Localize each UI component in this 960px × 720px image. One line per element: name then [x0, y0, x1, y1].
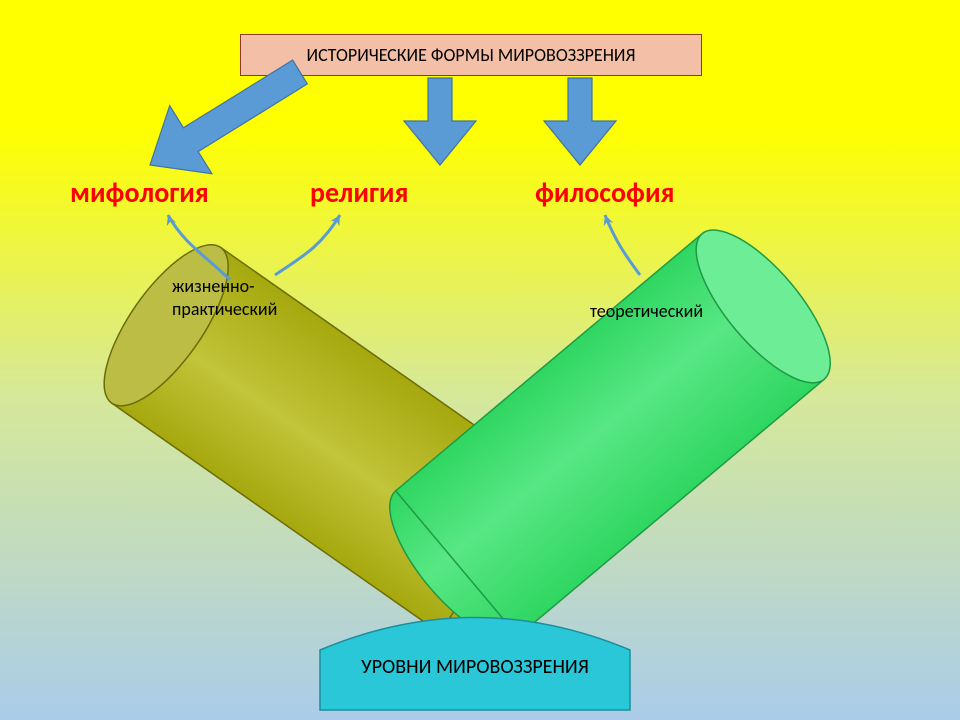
- label-theoretical-line1: теоретический: [590, 300, 703, 323]
- label-philosophy: философия: [535, 175, 674, 210]
- label-practical: жизненно- практический: [172, 275, 277, 320]
- big-arrow: [404, 78, 476, 165]
- base-label: УРОВНИ МИРОВОЗЗРЕНИЯ: [320, 655, 630, 679]
- diagram-canvas: ИСТОРИЧЕСКИЕ ФОРМЫ МИРОВОЗЗРЕНИЯ мифолог…: [0, 0, 960, 720]
- label-theoretical: теоретический: [590, 300, 703, 323]
- label-mythology-text: мифология: [70, 175, 209, 210]
- curvy-arrow: [275, 215, 340, 275]
- label-religion: религия: [310, 175, 408, 210]
- label-practical-line2: практический: [172, 298, 277, 321]
- label-philosophy-text: философия: [535, 175, 674, 210]
- curvy-arrow: [605, 215, 640, 275]
- label-religion-text: религия: [310, 175, 408, 210]
- base-label-text: УРОВНИ МИРОВОЗЗРЕНИЯ: [361, 655, 589, 679]
- label-practical-line1: жизненно-: [172, 275, 277, 298]
- svg-layer: [0, 0, 960, 720]
- label-mythology: мифология: [70, 175, 209, 210]
- big-arrow: [544, 78, 616, 165]
